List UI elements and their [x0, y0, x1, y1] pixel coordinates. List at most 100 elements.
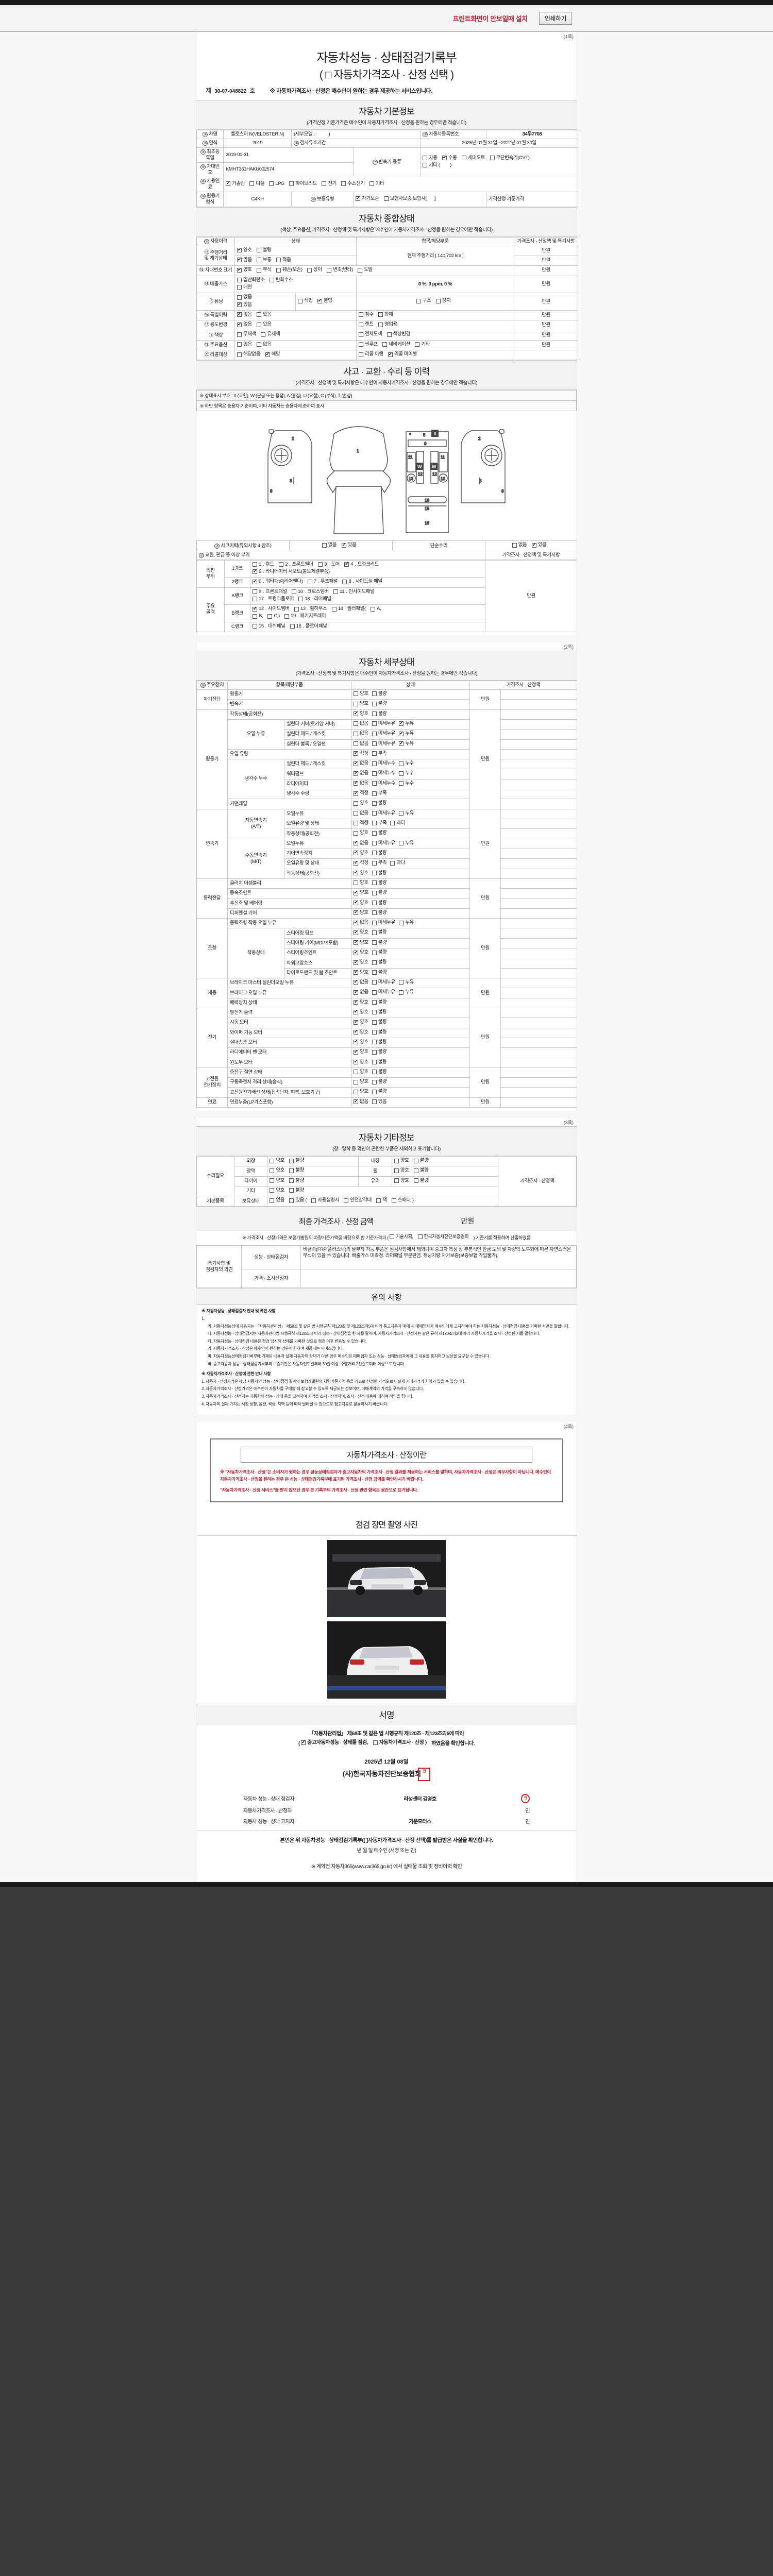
fuel-option[interactable]: 기타 — [369, 181, 384, 187]
state-option[interactable]: 양호 — [354, 1059, 368, 1065]
state-option[interactable]: 누유 — [399, 740, 414, 747]
fuel-option[interactable]: LPG — [269, 181, 284, 187]
state-option[interactable]: 누유 — [399, 731, 414, 737]
state-option[interactable]: 없음 — [354, 840, 368, 846]
state-option[interactable]: 불량 — [372, 850, 387, 856]
state-option[interactable]: 누수 — [399, 760, 414, 767]
state-option[interactable]: 불량 — [372, 870, 387, 876]
state-option[interactable]: 적정 — [354, 750, 368, 757]
state-option[interactable]: 없음 — [354, 920, 368, 926]
item-option[interactable]: 스패너) — [391, 1197, 414, 1204]
state-option[interactable]: 미세누수 — [372, 760, 395, 767]
state-option[interactable]: 많음 — [237, 257, 252, 263]
part-option[interactable]: C ) — [267, 613, 280, 619]
state-option[interactable]: 있음 ( — [289, 1197, 307, 1204]
state-option[interactable]: 양호 — [354, 1069, 368, 1075]
state-option[interactable]: 부식 — [256, 267, 272, 273]
fuel-option[interactable]: 전기 — [322, 181, 337, 187]
state-option[interactable]: 누유 — [399, 810, 414, 817]
state-option[interactable]: 불량 — [413, 1158, 429, 1164]
state-option[interactable]: 양호 — [270, 1158, 284, 1164]
state-option[interactable]: 있음 — [256, 312, 272, 318]
state-option[interactable]: 해당 — [265, 351, 280, 358]
state-option[interactable]: 없음 — [512, 542, 527, 548]
state-option[interactable]: 불량 — [372, 1029, 387, 1036]
state-option[interactable]: 미세누유 — [372, 721, 395, 727]
state-option[interactable]: 불량 — [372, 1049, 387, 1055]
state-option[interactable]: 불량 — [413, 1178, 429, 1184]
part-option[interactable]: 15. 대쉬패널 — [253, 623, 285, 630]
state-option[interactable]: 양호 — [354, 890, 368, 896]
state-option[interactable]: 없음 — [354, 741, 368, 747]
state-option[interactable]: 적정 — [354, 820, 368, 826]
transmission-other-option[interactable]: 기타 ( ) — [423, 162, 451, 168]
fuel-option[interactable]: 가솔린 — [226, 180, 245, 187]
part-option[interactable]: 1. 후드 — [253, 562, 274, 568]
state-option[interactable]: 누유 — [399, 840, 414, 846]
state-option[interactable]: 불량 — [372, 711, 387, 717]
state-option[interactable]: 양호 — [270, 1178, 284, 1184]
state-option[interactable]: 불량 — [372, 929, 387, 936]
state-option[interactable]: 있음 — [256, 321, 272, 328]
part-option[interactable]: 10. 크로스멤버 — [292, 589, 329, 595]
state-option[interactable]: 훼손(오손) — [276, 267, 303, 273]
state-option[interactable]: 없음 — [354, 810, 368, 817]
part-option[interactable]: 6.쿼터패널(리어휀다) — [253, 579, 303, 585]
state-option[interactable]: 변조(변타) — [326, 267, 353, 273]
state-option[interactable]: 누수 — [399, 770, 414, 776]
state-option[interactable]: 불량 — [372, 959, 387, 965]
state-option[interactable]: 부족 — [372, 860, 387, 866]
state-option[interactable]: 불량 — [372, 800, 387, 806]
state-option[interactable]: 적정 — [354, 860, 368, 866]
state-option[interactable]: 없음 — [237, 321, 252, 328]
part-option[interactable]: 7. 루프패널 — [307, 579, 338, 585]
part-option[interactable]: 5.라디에이터 서포트(볼트체결부품) — [253, 568, 330, 575]
state-option[interactable]: 없음 — [256, 342, 272, 348]
state-option[interactable]: 양호 — [354, 969, 368, 976]
state-option[interactable]: 불량 — [372, 940, 387, 946]
state-option[interactable]: 부족 — [372, 751, 387, 757]
state-option[interactable]: 있음 — [372, 1099, 387, 1105]
state-option[interactable]: 불량 — [372, 830, 387, 836]
state-option[interactable]: 불량 — [289, 1178, 304, 1184]
state-option[interactable]: 양호 — [354, 1039, 368, 1045]
warranty-option[interactable]: 자가보증 — [356, 195, 379, 202]
part-option[interactable]: 14. 필러패널( — [331, 606, 366, 612]
state-option[interactable]: 무채색 — [237, 331, 256, 337]
state-option[interactable]: 해당없음 — [237, 351, 261, 358]
part-option[interactable]: 17. 트렁크플로어 — [253, 596, 294, 602]
law-option-price[interactable]: 자동차가격조사 · 산정 ) — [373, 1738, 427, 1747]
transmission-option[interactable]: 무단변속기(CVT) — [490, 155, 530, 161]
state-option[interactable]: 유채색 — [261, 331, 280, 337]
state-option[interactable]: 렌트 — [359, 321, 374, 328]
part-option[interactable]: 3. 도어 — [318, 562, 340, 568]
state-option[interactable]: 리콜 미이행 — [388, 351, 417, 358]
state-option[interactable]: 있음 — [341, 542, 357, 548]
state-option[interactable]: 누유 — [399, 920, 414, 926]
state-option[interactable]: 누유 — [399, 720, 414, 727]
state-option[interactable]: 영업용 — [378, 321, 397, 328]
state-option[interactable]: 없음 — [354, 770, 368, 776]
state-option[interactable]: 불량 — [372, 1089, 387, 1095]
state-option[interactable]: 양호 — [270, 1167, 284, 1174]
state-option[interactable]: 양호 — [354, 900, 368, 906]
item-option[interactable]: 사용설명서 — [311, 1197, 339, 1204]
state-option[interactable]: 양호 — [394, 1158, 409, 1164]
state-option[interactable]: 불량 — [372, 950, 387, 956]
state-option[interactable]: 탄화수소 — [269, 277, 293, 283]
state-option[interactable]: 양호 — [354, 1049, 368, 1055]
state-option[interactable]: 양호 — [354, 950, 368, 956]
basis-option[interactable]: 기술사회, — [389, 1233, 413, 1241]
state-option[interactable]: 없음 — [354, 979, 368, 986]
state-option[interactable]: 불량 — [372, 910, 387, 916]
state-option[interactable]: 보통 — [256, 257, 272, 263]
fuel-option[interactable]: 수소전기 — [341, 181, 365, 187]
law-option-inspection[interactable]: 중고자동차성능 · 상태를 점검, — [301, 1738, 368, 1747]
part-option[interactable]: 11. 인사이드패널 — [333, 589, 375, 595]
state-option[interactable]: 양호 — [354, 870, 368, 876]
transmission-option[interactable]: 세미오토 — [461, 155, 485, 161]
state-option[interactable]: 불량 — [289, 1167, 304, 1174]
warranty-option[interactable]: 보험사보증 보험사[ ] — [383, 196, 435, 202]
state-option[interactable]: 양호 — [394, 1167, 409, 1174]
state-option[interactable]: 미세누유 — [372, 979, 395, 986]
